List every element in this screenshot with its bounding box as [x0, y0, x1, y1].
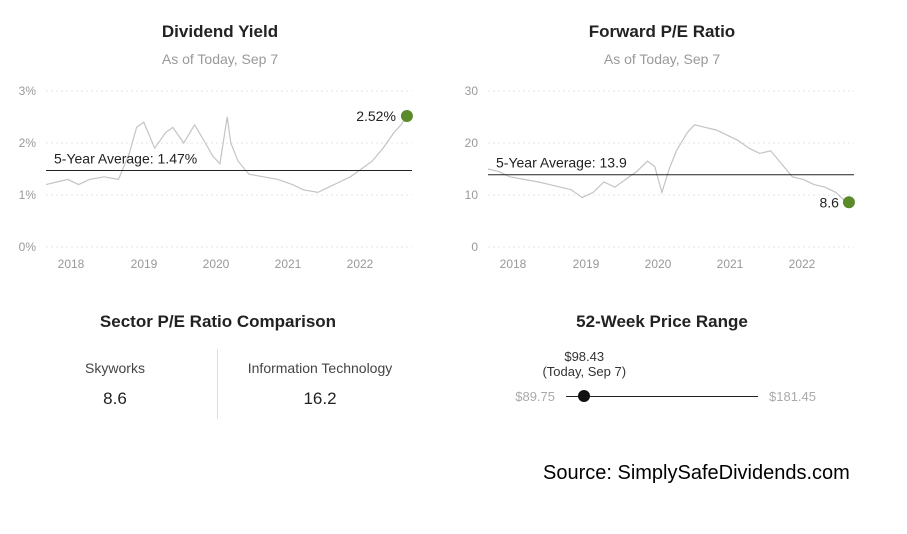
- y-tick-label: 3%: [19, 84, 37, 98]
- dividend-yield-chart: 3% 2% 1% 0% 2018 2019 2020 2021 2022 5-Year Avera…: [19, 84, 413, 271]
- series-line: [45, 115, 408, 194]
- chart-subtitle: As of Today, Sep 7: [603, 51, 721, 67]
- x-tick-label: 2022: [347, 257, 374, 271]
- comparison-right-value: 16.2: [303, 389, 337, 408]
- price-range-current-caption: (Today, Sep 7): [542, 364, 627, 379]
- current-value-marker: [842, 196, 855, 209]
- y-tick-label: 10: [465, 188, 479, 202]
- x-tick-label: 2019: [131, 257, 158, 271]
- current-value-label: 8.6: [819, 194, 839, 210]
- price-range-low: $89.75: [515, 389, 555, 404]
- current-value-label: 2.52%: [356, 108, 396, 124]
- comparison-divider: [217, 349, 218, 419]
- y-tick-label: 1%: [19, 188, 37, 202]
- x-tick-label: 2021: [275, 257, 302, 271]
- x-tick-label: 2021: [717, 257, 744, 271]
- y-tick-label: 0: [471, 240, 478, 254]
- forward-pe-chart: 30 20 10 0 2018 2019 2020 2021 2022 5-Year Averag…: [465, 84, 855, 271]
- average-label: 5-Year Average: 1.47%: [54, 151, 197, 167]
- y-tick-label: 0%: [19, 240, 37, 254]
- comparison-left-name: Skyworks: [85, 360, 145, 376]
- x-tick-label: 2020: [645, 257, 672, 271]
- price-range-title: 52-Week Price Range: [576, 312, 748, 331]
- average-label: 5-Year Average: 13.9: [496, 155, 627, 171]
- chart-title: Forward P/E Ratio: [588, 22, 736, 41]
- x-tick-label: 2019: [573, 257, 600, 271]
- chart-title: Dividend Yield: [161, 22, 279, 41]
- x-tick-label: 2018: [58, 257, 85, 271]
- price-range-current: $98.43 (Today, Sep 7): [524, 349, 644, 379]
- y-tick-label: 2%: [19, 136, 37, 150]
- comparison-title: Sector P/E Ratio Comparison: [99, 312, 337, 331]
- x-tick-label: 2018: [500, 257, 527, 271]
- x-tick-label: 2020: [203, 257, 230, 271]
- price-range-track: [566, 396, 758, 397]
- y-tick-label: 30: [465, 84, 479, 98]
- source-label: Source: SimplySafeDividends.com: [543, 462, 850, 484]
- series-line: [487, 124, 850, 203]
- y-tick-label: 20: [465, 136, 479, 150]
- x-tick-label: 2022: [789, 257, 816, 271]
- price-range-high: $181.45: [769, 389, 816, 404]
- comparison-left-value: 8.6: [103, 389, 127, 408]
- comparison-right-name: Information Technology: [247, 360, 393, 376]
- current-value-marker: [400, 109, 413, 122]
- chart-subtitle: As of Today, Sep 7: [161, 51, 279, 67]
- price-range-marker: [578, 390, 591, 402]
- price-range-current-value: $98.43: [564, 349, 605, 364]
